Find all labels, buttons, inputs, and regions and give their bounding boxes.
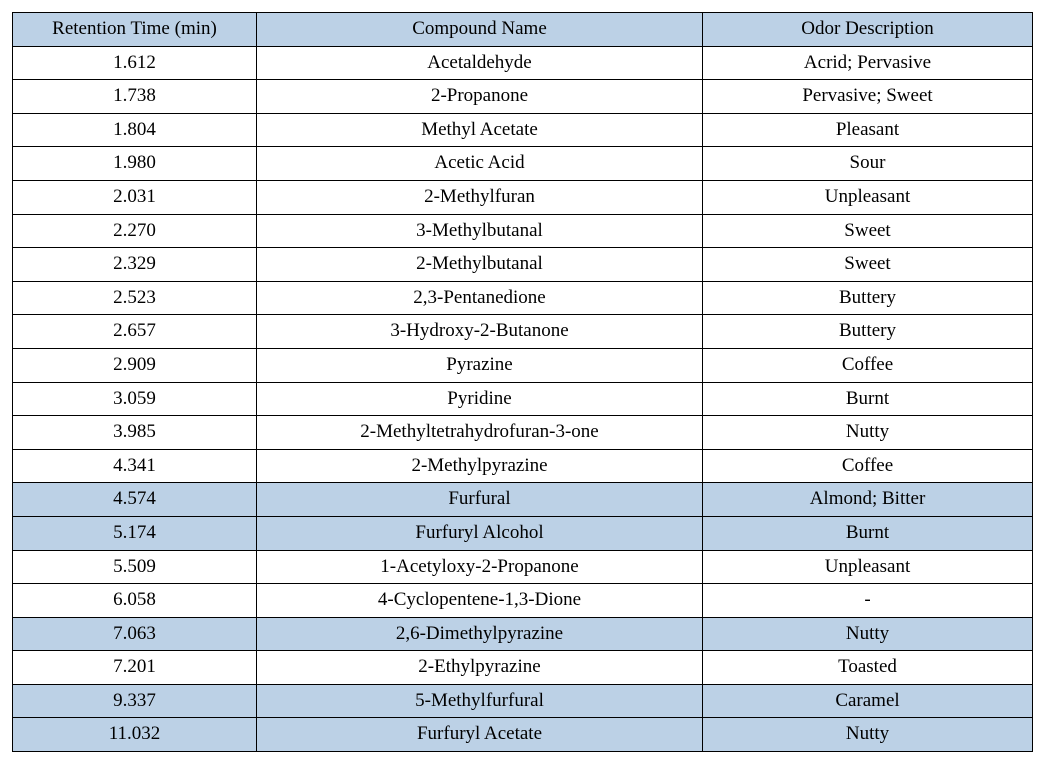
cell-compound-name: Methyl Acetate bbox=[257, 113, 703, 147]
cell-retention-time: 2.657 bbox=[13, 315, 257, 349]
cell-compound-name: 5-Methylfurfural bbox=[257, 684, 703, 718]
cell-retention-time: 9.337 bbox=[13, 684, 257, 718]
cell-odor-description: Coffee bbox=[703, 348, 1033, 382]
table-row: 5.5091-Acetyloxy-2-PropanoneUnpleasant bbox=[13, 550, 1033, 584]
table-row: 1.7382-PropanonePervasive; Sweet bbox=[13, 80, 1033, 114]
cell-retention-time: 4.574 bbox=[13, 483, 257, 517]
cell-odor-description: Sweet bbox=[703, 248, 1033, 282]
cell-odor-description: Unpleasant bbox=[703, 550, 1033, 584]
cell-odor-description: Burnt bbox=[703, 516, 1033, 550]
cell-compound-name: Furfural bbox=[257, 483, 703, 517]
cell-compound-name: 1-Acetyloxy-2-Propanone bbox=[257, 550, 703, 584]
cell-compound-name: 2-Methyltetrahydrofuran-3-one bbox=[257, 416, 703, 450]
header-odor-description: Odor Description bbox=[703, 13, 1033, 47]
table-row: 2.909PyrazineCoffee bbox=[13, 348, 1033, 382]
table-row: 11.032Furfuryl AcetateNutty bbox=[13, 718, 1033, 752]
cell-compound-name: 2-Ethylpyrazine bbox=[257, 651, 703, 685]
cell-odor-description: Nutty bbox=[703, 718, 1033, 752]
table-row: 2.2703-MethylbutanalSweet bbox=[13, 214, 1033, 248]
cell-retention-time: 3.059 bbox=[13, 382, 257, 416]
cell-compound-name: 4-Cyclopentene-1,3-Dione bbox=[257, 584, 703, 618]
cell-odor-description: Toasted bbox=[703, 651, 1033, 685]
cell-odor-description: Pervasive; Sweet bbox=[703, 80, 1033, 114]
table-row: 1.612AcetaldehydeAcrid; Pervasive bbox=[13, 46, 1033, 80]
cell-odor-description: Pleasant bbox=[703, 113, 1033, 147]
cell-retention-time: 1.804 bbox=[13, 113, 257, 147]
compounds-table: Retention Time (min) Compound Name Odor … bbox=[12, 12, 1033, 752]
cell-retention-time: 7.063 bbox=[13, 617, 257, 651]
cell-compound-name: 2-Propanone bbox=[257, 80, 703, 114]
table-row: 5.174Furfuryl AlcoholBurnt bbox=[13, 516, 1033, 550]
cell-retention-time: 3.985 bbox=[13, 416, 257, 450]
table-row: 1.804Methyl AcetatePleasant bbox=[13, 113, 1033, 147]
cell-odor-description: Sweet bbox=[703, 214, 1033, 248]
cell-retention-time: 6.058 bbox=[13, 584, 257, 618]
table-body: 1.612AcetaldehydeAcrid; Pervasive1.7382-… bbox=[13, 46, 1033, 751]
header-retention-time: Retention Time (min) bbox=[13, 13, 257, 47]
cell-retention-time: 4.341 bbox=[13, 449, 257, 483]
cell-compound-name: 2-Methylbutanal bbox=[257, 248, 703, 282]
cell-odor-description: Buttery bbox=[703, 315, 1033, 349]
cell-odor-description: Acrid; Pervasive bbox=[703, 46, 1033, 80]
cell-odor-description: Caramel bbox=[703, 684, 1033, 718]
cell-compound-name: 3-Methylbutanal bbox=[257, 214, 703, 248]
cell-odor-description: Almond; Bitter bbox=[703, 483, 1033, 517]
table-row: 6.0584-Cyclopentene-1,3-Dione- bbox=[13, 584, 1033, 618]
table-row: 7.2012-EthylpyrazineToasted bbox=[13, 651, 1033, 685]
cell-retention-time: 1.738 bbox=[13, 80, 257, 114]
table-row: 4.3412-MethylpyrazineCoffee bbox=[13, 449, 1033, 483]
cell-retention-time: 11.032 bbox=[13, 718, 257, 752]
table-row: 4.574FurfuralAlmond; Bitter bbox=[13, 483, 1033, 517]
cell-retention-time: 2.523 bbox=[13, 281, 257, 315]
cell-compound-name: 2-Methylpyrazine bbox=[257, 449, 703, 483]
cell-retention-time: 7.201 bbox=[13, 651, 257, 685]
header-compound-name: Compound Name bbox=[257, 13, 703, 47]
cell-odor-description: Burnt bbox=[703, 382, 1033, 416]
cell-compound-name: Pyridine bbox=[257, 382, 703, 416]
cell-compound-name: 2-Methylfuran bbox=[257, 180, 703, 214]
cell-compound-name: 2,3-Pentanedione bbox=[257, 281, 703, 315]
table-header-row: Retention Time (min) Compound Name Odor … bbox=[13, 13, 1033, 47]
cell-odor-description: Sour bbox=[703, 147, 1033, 181]
table-row: 2.3292-MethylbutanalSweet bbox=[13, 248, 1033, 282]
cell-retention-time: 5.174 bbox=[13, 516, 257, 550]
cell-retention-time: 2.909 bbox=[13, 348, 257, 382]
cell-odor-description: Nutty bbox=[703, 416, 1033, 450]
cell-retention-time: 2.031 bbox=[13, 180, 257, 214]
table-row: 9.3375-MethylfurfuralCaramel bbox=[13, 684, 1033, 718]
table-row: 1.980Acetic AcidSour bbox=[13, 147, 1033, 181]
cell-compound-name: 3-Hydroxy-2-Butanone bbox=[257, 315, 703, 349]
table-row: 2.6573-Hydroxy-2-ButanoneButtery bbox=[13, 315, 1033, 349]
cell-odor-description: Unpleasant bbox=[703, 180, 1033, 214]
cell-compound-name: Pyrazine bbox=[257, 348, 703, 382]
cell-odor-description: Coffee bbox=[703, 449, 1033, 483]
table-row: 2.5232,3-PentanedioneButtery bbox=[13, 281, 1033, 315]
cell-odor-description: Buttery bbox=[703, 281, 1033, 315]
cell-compound-name: Acetaldehyde bbox=[257, 46, 703, 80]
table-row: 2.0312-MethylfuranUnpleasant bbox=[13, 180, 1033, 214]
table-row: 3.9852-Methyltetrahydrofuran-3-oneNutty bbox=[13, 416, 1033, 450]
cell-compound-name: Acetic Acid bbox=[257, 147, 703, 181]
cell-odor-description: - bbox=[703, 584, 1033, 618]
cell-compound-name: Furfuryl Alcohol bbox=[257, 516, 703, 550]
cell-odor-description: Nutty bbox=[703, 617, 1033, 651]
cell-compound-name: 2,6-Dimethylpyrazine bbox=[257, 617, 703, 651]
cell-retention-time: 1.612 bbox=[13, 46, 257, 80]
cell-retention-time: 1.980 bbox=[13, 147, 257, 181]
table-row: 3.059PyridineBurnt bbox=[13, 382, 1033, 416]
cell-retention-time: 5.509 bbox=[13, 550, 257, 584]
cell-retention-time: 2.329 bbox=[13, 248, 257, 282]
cell-retention-time: 2.270 bbox=[13, 214, 257, 248]
cell-compound-name: Furfuryl Acetate bbox=[257, 718, 703, 752]
table-row: 7.0632,6-DimethylpyrazineNutty bbox=[13, 617, 1033, 651]
